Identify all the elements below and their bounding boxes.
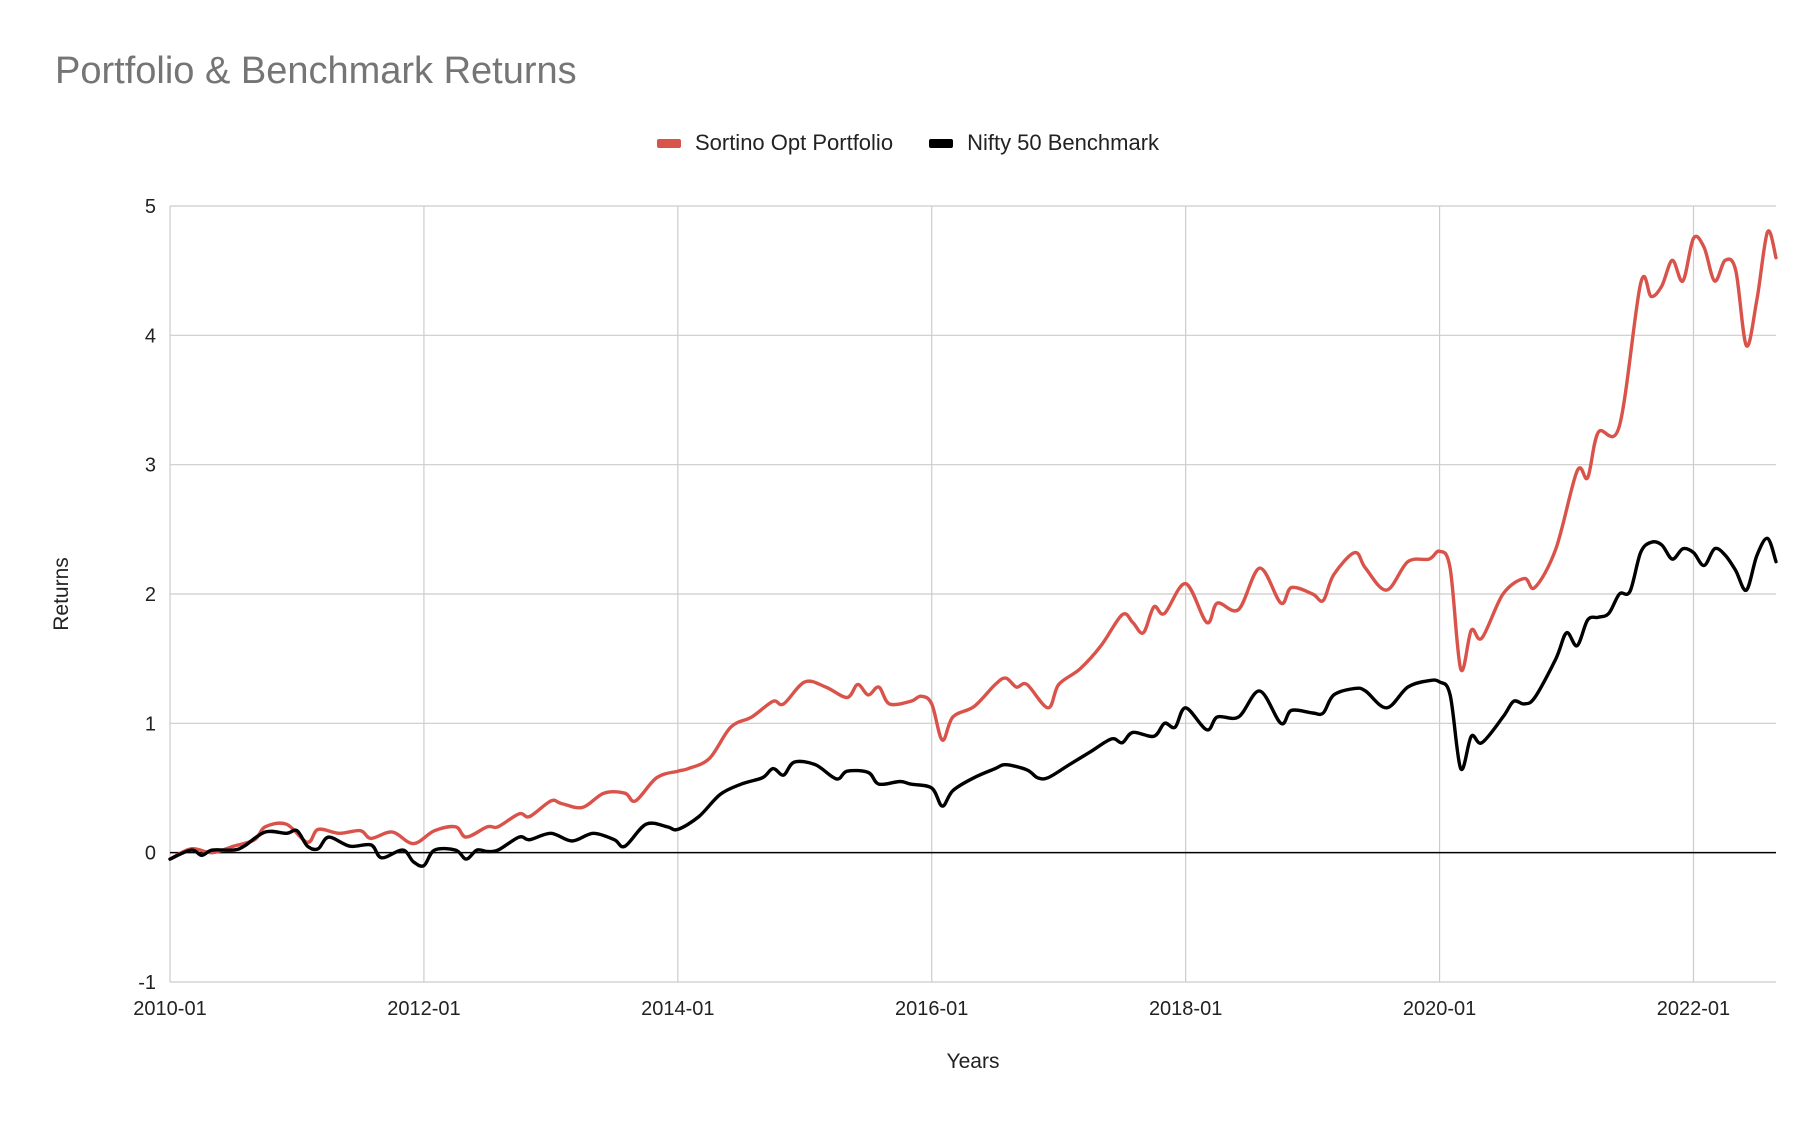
x-tick-label: 2010-01 <box>133 998 206 1020</box>
x-tick-label: 2012-01 <box>387 998 460 1020</box>
x-tick-label: 2020-01 <box>1403 998 1476 1020</box>
series-line-benchmark <box>168 536 1778 868</box>
chart-title: Portfolio & Benchmark Returns <box>55 50 577 92</box>
x-tick-label: 2018-01 <box>1149 998 1222 1020</box>
legend-item-benchmark[interactable]: Nifty 50 Benchmark <box>929 130 1159 156</box>
x-tick-label: 2016-01 <box>895 998 968 1020</box>
legend-item-portfolio[interactable]: Sortino Opt Portfolio <box>656 130 894 156</box>
legend-label-portfolio: Sortino Opt Portfolio <box>694 130 894 155</box>
y-tick-label: 4 <box>145 325 156 347</box>
y-axis-title: Returns <box>50 557 73 631</box>
y-tick-label: 0 <box>145 843 156 865</box>
x-tick-label: 2014-01 <box>641 998 714 1020</box>
legend-swatch-benchmark <box>929 138 954 148</box>
legend-swatch-portfolio <box>656 138 681 148</box>
axes: -1 0 1 2 3 4 5 2010-01 2012-01 2014-01 2016-01 2018… <box>133 196 1776 1020</box>
y-tick-label: 3 <box>145 455 156 477</box>
x-axis-title: Years <box>947 1050 1000 1073</box>
legend-label-benchmark: Nifty 50 Benchmark <box>967 130 1160 155</box>
grid-lines <box>169 205 1776 983</box>
series-line-portfolio <box>168 229 1778 861</box>
y-tick-label: 2 <box>145 584 156 606</box>
chart-legend: Sortino Opt Portfolio Nifty 50 Benchmark <box>0 130 1816 156</box>
x-tick-label: 2022-01 <box>1657 998 1730 1020</box>
y-tick-label: 5 <box>145 196 156 218</box>
y-tick-label: -1 <box>138 972 156 994</box>
y-tick-label: 1 <box>145 713 156 735</box>
series-lines <box>168 229 1778 868</box>
